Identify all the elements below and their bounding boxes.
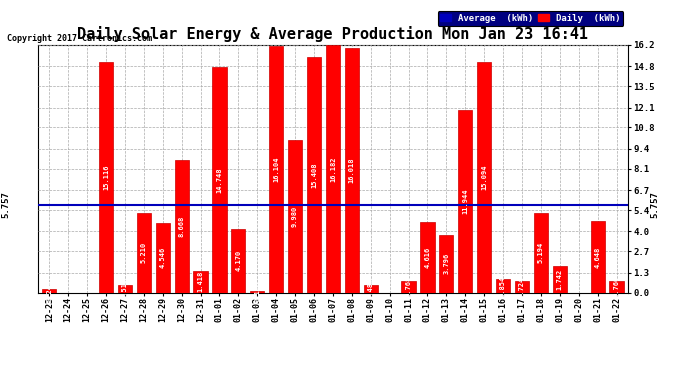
Text: 16.018: 16.018 <box>349 158 355 183</box>
Bar <box>137 213 151 292</box>
Text: 1.742: 1.742 <box>557 268 563 290</box>
Text: 0.760: 0.760 <box>613 276 620 297</box>
Text: 0.724: 0.724 <box>519 276 525 298</box>
Bar <box>288 140 302 292</box>
Text: 5.194: 5.194 <box>538 242 544 264</box>
Text: 15.116: 15.116 <box>103 164 109 190</box>
Text: 5.757: 5.757 <box>650 191 659 218</box>
Text: 1.418: 1.418 <box>197 271 204 292</box>
Text: 5.210: 5.210 <box>141 242 147 263</box>
Bar <box>458 110 473 292</box>
Text: 0.854: 0.854 <box>500 275 506 297</box>
Text: 4.546: 4.546 <box>160 247 166 268</box>
Text: 8.668: 8.668 <box>179 216 185 237</box>
Text: 4.616: 4.616 <box>424 247 431 268</box>
Bar <box>307 57 321 292</box>
Text: 3.796: 3.796 <box>444 253 449 274</box>
Text: 9.980: 9.980 <box>292 206 298 227</box>
Text: 0.516: 0.516 <box>122 278 128 299</box>
Bar <box>42 289 57 292</box>
Bar <box>250 291 264 292</box>
Title: Daily Solar Energy & Average Production Mon Jan 23 16:41: Daily Solar Energy & Average Production … <box>77 27 589 42</box>
Bar <box>440 234 453 292</box>
Bar <box>99 62 113 292</box>
Bar <box>591 222 604 292</box>
Bar <box>345 48 359 292</box>
Bar <box>402 281 415 292</box>
Text: 15.094: 15.094 <box>481 165 487 190</box>
Bar <box>156 223 170 292</box>
Text: 16.104: 16.104 <box>273 157 279 182</box>
Bar <box>515 282 529 292</box>
Bar <box>118 285 132 292</box>
Text: 5.757: 5.757 <box>1 191 10 218</box>
Text: Copyright 2017 Cartronics.com: Copyright 2017 Cartronics.com <box>7 34 152 43</box>
Text: 16.182: 16.182 <box>330 156 336 182</box>
Bar <box>609 281 624 292</box>
Text: 14.748: 14.748 <box>217 167 222 193</box>
Text: 0.768: 0.768 <box>406 276 411 297</box>
Bar <box>193 271 208 292</box>
Text: 0.484: 0.484 <box>368 278 374 299</box>
Bar <box>326 45 340 292</box>
Bar <box>364 285 378 292</box>
Bar <box>496 279 510 292</box>
Text: 4.648: 4.648 <box>595 246 601 268</box>
Text: 15.408: 15.408 <box>311 162 317 188</box>
Bar <box>175 160 189 292</box>
Bar <box>231 229 246 292</box>
Text: 0.116: 0.116 <box>255 281 260 302</box>
Text: 11.944: 11.944 <box>462 189 469 214</box>
Bar <box>420 222 435 292</box>
Bar <box>213 67 226 292</box>
Text: 0.246: 0.246 <box>46 280 52 301</box>
Bar <box>269 46 284 292</box>
Bar <box>553 266 567 292</box>
Bar <box>534 213 548 292</box>
Text: 4.170: 4.170 <box>235 250 242 271</box>
Legend: Average  (kWh), Daily  (kWh): Average (kWh), Daily (kWh) <box>437 11 623 26</box>
Bar <box>477 62 491 292</box>
